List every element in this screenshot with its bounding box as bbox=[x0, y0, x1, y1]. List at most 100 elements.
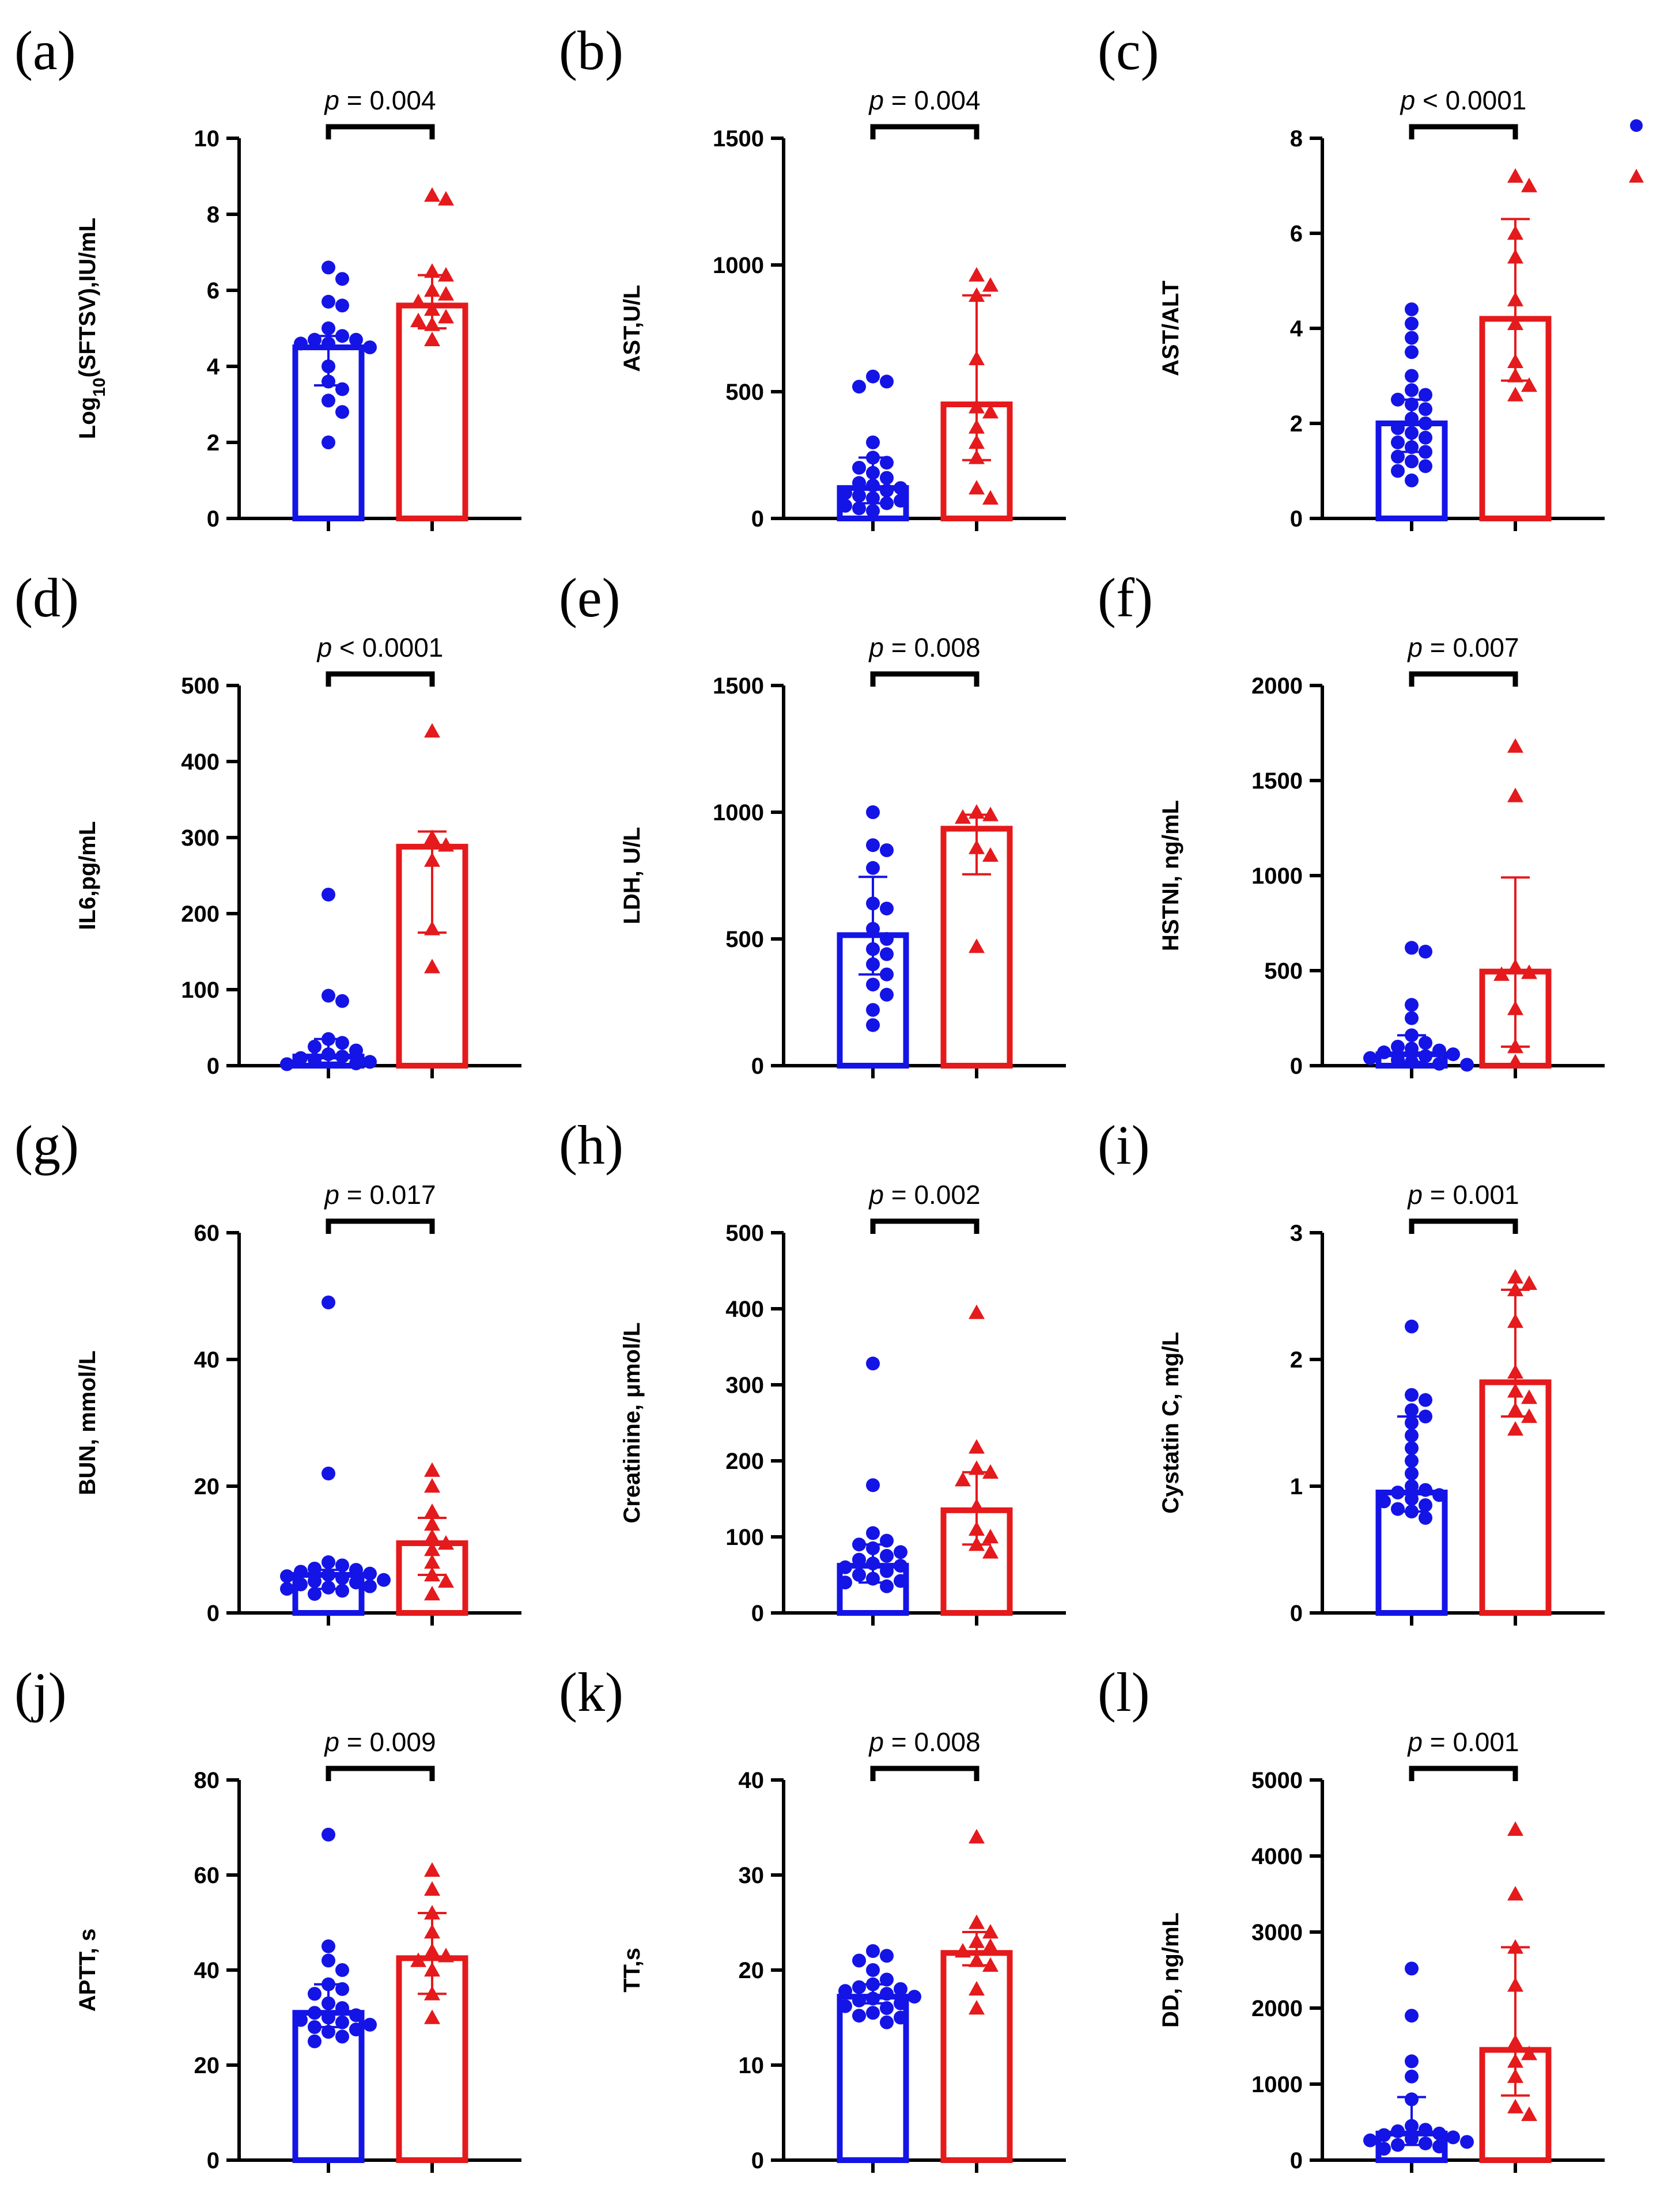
point-survival bbox=[1391, 2124, 1405, 2138]
point-fatal bbox=[424, 1881, 440, 1896]
p-value-symbol: p bbox=[1406, 632, 1423, 662]
point-survival bbox=[1405, 454, 1419, 468]
point-survival bbox=[880, 471, 894, 485]
point-survival bbox=[866, 838, 880, 853]
point-fatal bbox=[1521, 964, 1537, 979]
y-tick-label: 0 bbox=[751, 1054, 764, 1079]
point-fatal bbox=[969, 399, 985, 414]
point-survival bbox=[1419, 1036, 1432, 1050]
significance-bracket bbox=[870, 671, 980, 687]
point-survival bbox=[880, 1549, 894, 1563]
panel-label: (h) bbox=[559, 1114, 623, 1176]
y-tick-label: 500 bbox=[725, 1221, 764, 1246]
point-fatal bbox=[1507, 2034, 1523, 2049]
y-tick-label: 500 bbox=[725, 927, 764, 952]
point-survival bbox=[894, 481, 907, 495]
y-tick-label: 0 bbox=[751, 1601, 764, 1626]
point-survival bbox=[880, 1949, 894, 1963]
point-survival bbox=[1446, 2130, 1460, 2145]
y-tick-label: 300 bbox=[725, 1373, 764, 1398]
point-survival bbox=[880, 456, 894, 470]
point-survival bbox=[322, 1555, 335, 1569]
point-fatal bbox=[438, 286, 454, 301]
point-survival bbox=[866, 957, 880, 971]
p-value: p = 0.009 bbox=[323, 1727, 436, 1757]
y-tick-label: 8 bbox=[1290, 126, 1303, 151]
point-survival bbox=[866, 805, 880, 819]
point-fatal bbox=[1507, 1421, 1523, 1436]
point-survival bbox=[363, 1055, 377, 1069]
y-tick-label: 20 bbox=[194, 1474, 220, 1499]
point-survival bbox=[377, 1573, 391, 1587]
point-fatal bbox=[969, 1829, 985, 1844]
point-survival bbox=[880, 2001, 894, 2015]
point-survival bbox=[894, 1574, 907, 1588]
y-tick-label: 1 bbox=[1290, 1474, 1303, 1499]
panel-k: (k) 0 10 20 30 40 TT,s p = 0.008 bbox=[559, 1661, 1066, 2173]
point-fatal bbox=[969, 938, 985, 953]
point-survival bbox=[880, 496, 894, 510]
point-survival bbox=[880, 2015, 894, 2029]
y-axis-label: DD, ng/mL bbox=[1158, 1912, 1183, 2028]
point-survival bbox=[866, 896, 880, 911]
point-survival bbox=[1419, 416, 1432, 430]
p-value-text: = 0.007 bbox=[1423, 632, 1519, 662]
point-fatal bbox=[424, 1567, 440, 1582]
p-value: p = 0.004 bbox=[323, 85, 436, 115]
significance-bracket bbox=[1409, 1218, 1518, 1234]
panel-label: (f) bbox=[1098, 567, 1153, 628]
point-survival bbox=[1432, 1488, 1446, 1502]
point-fatal bbox=[1507, 291, 1523, 306]
y-axis-label-main: AST,U/L bbox=[619, 285, 645, 372]
point-survival bbox=[1405, 1467, 1419, 1480]
panel-d: (d) 0 100 200 300 400 500 IL6,pg/mL p < 0.0001 bbox=[14, 567, 521, 1079]
y-tick-label: 30 bbox=[739, 1863, 765, 1888]
point-survival bbox=[1419, 402, 1432, 416]
y-tick-label: 5000 bbox=[1251, 1768, 1303, 1793]
point-fatal bbox=[424, 1462, 440, 1477]
point-survival bbox=[322, 1953, 335, 1968]
y-tick-label: 0 bbox=[1290, 1054, 1303, 1079]
point-survival bbox=[1405, 1454, 1419, 1468]
point-fatal bbox=[1507, 1282, 1523, 1297]
y-tick-label: 3 bbox=[1290, 1221, 1303, 1246]
y-tick-label: 500 bbox=[725, 380, 764, 405]
point-fatal bbox=[424, 1862, 440, 1877]
point-survival bbox=[1405, 998, 1419, 1012]
y-tick-label: 0 bbox=[207, 506, 220, 532]
point-fatal bbox=[982, 1957, 999, 1972]
point-survival bbox=[308, 2020, 322, 2034]
point-survival bbox=[335, 1558, 349, 1573]
point-survival bbox=[894, 1559, 907, 1573]
y-axis-label-main: Cystatin C, mg/L bbox=[1158, 1332, 1183, 1514]
point-survival bbox=[1405, 474, 1419, 487]
point-survival bbox=[880, 1987, 894, 2001]
panel-label: (k) bbox=[559, 1661, 623, 1723]
point-survival bbox=[852, 1953, 866, 1968]
p-value-symbol: p bbox=[1406, 1180, 1423, 1210]
point-survival bbox=[322, 2025, 335, 2039]
y-axis-label: Log10(SFTSV),IU/mL bbox=[75, 218, 109, 439]
panel-label: (l) bbox=[1098, 1661, 1150, 1723]
point-survival bbox=[294, 2013, 308, 2027]
p-value-symbol: p bbox=[1406, 1727, 1423, 1757]
point-fatal bbox=[969, 449, 985, 464]
p-value-symbol: p bbox=[323, 85, 339, 115]
y-axis-label-main: APTT, s bbox=[75, 1929, 100, 2012]
point-survival bbox=[1405, 426, 1419, 440]
point-survival bbox=[363, 1579, 377, 1593]
y-axis-label-main: Creatinine, μmol/L bbox=[619, 1323, 645, 1524]
y-axis-label: LDH, U/L bbox=[619, 827, 645, 925]
point-survival bbox=[1405, 1011, 1419, 1025]
significance-bracket bbox=[1409, 124, 1518, 139]
point-survival bbox=[335, 1050, 349, 1064]
panel-g: (g) 0 20 40 60 BUN, mmol/L p = 0.017 bbox=[14, 1114, 521, 1626]
point-fatal bbox=[969, 350, 985, 365]
p-value-text: = 0.008 bbox=[884, 1727, 981, 1757]
point-fatal bbox=[438, 1948, 454, 1963]
point-fatal bbox=[438, 309, 454, 324]
point-fatal bbox=[424, 1586, 440, 1601]
point-survival bbox=[1405, 1416, 1419, 1430]
point-survival bbox=[894, 1996, 907, 2010]
